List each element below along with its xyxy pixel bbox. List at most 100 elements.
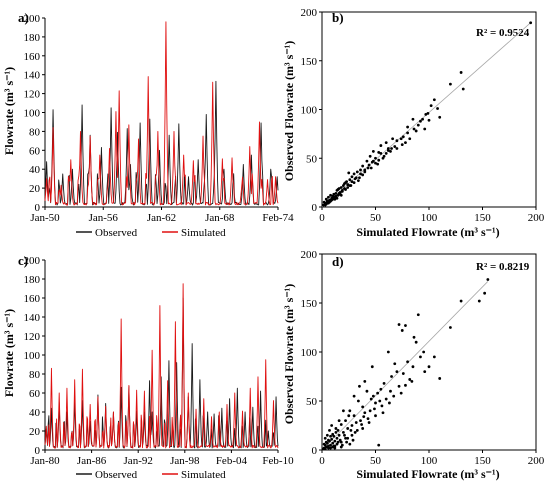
d-scatter-point bbox=[335, 436, 339, 440]
b-scatter-point bbox=[344, 181, 347, 185]
b-scatter-point bbox=[379, 144, 383, 147]
d-scatter-point bbox=[329, 443, 332, 447]
d-scatter-point bbox=[321, 447, 325, 451]
d-scatter-point bbox=[392, 394, 396, 398]
a-y-tick-label: 80 bbox=[29, 126, 41, 138]
b-scatter-point bbox=[424, 112, 428, 116]
b-scatter-point bbox=[363, 170, 367, 174]
b-y-tick-label: 50 bbox=[306, 153, 318, 165]
d-scatter-point bbox=[397, 384, 401, 388]
c-series-simulated-line bbox=[44, 283, 279, 449]
d-scatter-point bbox=[343, 433, 346, 437]
panel-a-timeseries: a) Flowrate (m³ s⁻¹) Observed Simulated … bbox=[2, 10, 294, 239]
d-scatter-point bbox=[390, 375, 393, 378]
panel-a-label: a) bbox=[18, 10, 29, 25]
d-scatter-point bbox=[368, 409, 372, 413]
d-scatter-point bbox=[380, 404, 384, 408]
b-scatter-point bbox=[343, 187, 346, 190]
panel-a-ylabel: Flowrate (m³ s⁻¹) bbox=[2, 67, 16, 155]
legend-simulated-label: Simulated bbox=[181, 469, 226, 481]
a-y-tick-label: 100 bbox=[24, 108, 41, 120]
b-scatter-point bbox=[361, 164, 365, 168]
d-scatter-point bbox=[432, 355, 436, 359]
d-scatter-point bbox=[345, 440, 349, 444]
panel-d-ylabel: Observed Flowrate (m³ s⁻¹) bbox=[282, 284, 296, 425]
c-y-tick-label: 100 bbox=[24, 350, 41, 362]
a-x-tick-label: Jan-62 bbox=[147, 212, 176, 224]
d-scatter-point bbox=[411, 365, 415, 369]
b-scatter-point bbox=[459, 71, 463, 74]
panel-b-scatter: b) R² = 0.9524 Simulated Flowrate (m³ s⁻… bbox=[282, 7, 545, 239]
d-scatter-point bbox=[365, 389, 369, 393]
d-scatter-point bbox=[324, 440, 328, 444]
b-y-tick-label: 150 bbox=[301, 56, 318, 68]
d-x-tick-label: 150 bbox=[474, 455, 491, 467]
c-y-tick-label: 160 bbox=[24, 293, 41, 305]
d-scatter-point bbox=[339, 445, 343, 449]
d-scatter-point bbox=[412, 335, 416, 339]
b-scatter-point bbox=[367, 163, 371, 167]
d-scatter-point bbox=[361, 427, 365, 430]
d-scatter-point bbox=[363, 411, 367, 415]
d-scatter-point bbox=[374, 401, 377, 405]
a-series-simulated-line bbox=[44, 21, 279, 206]
d-scatter-point bbox=[414, 340, 418, 344]
b-scatter-point bbox=[359, 172, 362, 176]
d-scatter-point bbox=[376, 391, 380, 395]
b-x-tick-label: 200 bbox=[528, 212, 545, 224]
panel-c-legend: Observed Simulated bbox=[76, 469, 226, 481]
b-x-tick-label: 100 bbox=[421, 212, 438, 224]
b-scatter-point bbox=[368, 154, 372, 158]
d-scatter-point bbox=[459, 299, 463, 303]
c-y-tick-label: 200 bbox=[24, 255, 41, 267]
b-scatter-point bbox=[350, 180, 354, 184]
b-scatter-point bbox=[427, 118, 431, 122]
d-scatter-point bbox=[350, 424, 354, 427]
panel-b-xlabel: Simulated Flowrate (m³ s⁻¹) bbox=[356, 225, 499, 239]
d-scatter-point bbox=[346, 427, 350, 430]
d-scatter-point bbox=[363, 380, 367, 383]
b-scatter-point bbox=[406, 131, 409, 135]
d-scatter-point bbox=[389, 389, 392, 393]
b-scatter-point bbox=[339, 186, 343, 189]
d-scatter-point bbox=[379, 387, 383, 391]
c-x-tick-label: Jan-92 bbox=[124, 455, 153, 467]
b-scatter-point bbox=[327, 195, 330, 199]
b-scatter-point bbox=[374, 161, 377, 165]
d-scatter-point bbox=[370, 365, 374, 369]
b-scatter-point bbox=[412, 127, 416, 131]
d-scatter-point bbox=[336, 440, 340, 444]
d-x-tick-label: 200 bbox=[528, 455, 545, 467]
b-scatter-point bbox=[359, 168, 362, 172]
d-scatter-point bbox=[410, 380, 414, 383]
a-x-tick-label: Feb-74 bbox=[262, 212, 294, 224]
d-scatter-point bbox=[400, 329, 404, 332]
d-scatter-point bbox=[334, 427, 338, 430]
d-scatter-point bbox=[371, 394, 375, 398]
d-scatter-point bbox=[369, 397, 373, 401]
b-scatter-point bbox=[379, 151, 383, 155]
c-y-tick-label: 20 bbox=[29, 426, 41, 438]
d-scatter-point bbox=[419, 355, 422, 359]
b-scatter-point bbox=[461, 87, 465, 91]
b-y-tick-label: 200 bbox=[301, 7, 318, 19]
d-scatter-point bbox=[356, 399, 360, 403]
d-scatter-point bbox=[339, 423, 343, 426]
b-scatter-point bbox=[352, 181, 356, 185]
d-scatter-point bbox=[344, 419, 347, 422]
b-scatter-point bbox=[336, 188, 340, 191]
d-y-tick-label: 200 bbox=[301, 249, 318, 261]
b-scatter-point bbox=[377, 158, 381, 162]
panel-a-legend: Observed Simulated bbox=[76, 227, 226, 239]
b-scatter-point bbox=[408, 137, 412, 141]
b-scatter-point bbox=[384, 141, 388, 145]
d-scatter-point bbox=[349, 429, 353, 432]
b-scatter-point bbox=[429, 104, 433, 107]
panel-d-scatter: d) R² = 0.8219 Simulated Flowrate (m³ s⁻… bbox=[282, 249, 545, 481]
panel-b-label: b) bbox=[332, 10, 344, 25]
panel-d-r2: R² = 0.8219 bbox=[476, 261, 530, 273]
a-y-tick-label: 20 bbox=[29, 183, 41, 195]
b-scatter-point bbox=[358, 176, 361, 180]
d-scatter-point bbox=[382, 381, 386, 385]
b-scatter-point bbox=[334, 191, 338, 195]
